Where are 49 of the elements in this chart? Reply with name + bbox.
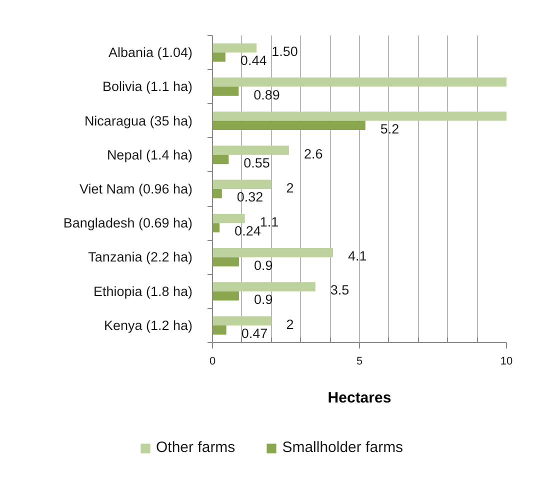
x-tick-label: 5	[356, 356, 363, 368]
bar	[212, 86, 239, 96]
bar	[212, 257, 239, 266]
x-tick-label: 10	[500, 356, 513, 368]
data-label: 0.89	[254, 87, 280, 102]
data-label: 0.9	[254, 258, 273, 273]
bar	[212, 282, 316, 292]
bar	[212, 154, 229, 164]
bar	[212, 223, 220, 232]
y-tick-label: Nepal (1.4 ha)	[106, 147, 193, 162]
bar	[212, 248, 334, 258]
x-tick-label: 0	[209, 356, 216, 368]
legend-label: Other farms	[156, 439, 236, 456]
bar	[212, 77, 506, 87]
bar	[212, 189, 222, 198]
bar	[212, 52, 226, 62]
y-tick-label: Albania (1.04)	[108, 45, 193, 60]
data-label: 0.55	[244, 155, 270, 170]
y-tick-label: Ethiopia (1.8 ha)	[93, 284, 192, 299]
data-label: 0.44	[240, 53, 268, 68]
bar	[212, 325, 226, 335]
bar	[212, 112, 506, 121]
data-label: 5.2	[380, 121, 400, 136]
bar	[212, 43, 257, 53]
data-label: 2	[286, 316, 294, 332]
y-tick-label: Bangladesh (0.69 ha)	[63, 216, 192, 231]
bar	[212, 120, 366, 130]
data-label: 0.24	[234, 224, 262, 239]
data-label: 0.47	[241, 326, 268, 342]
data-label: 1.50	[272, 44, 298, 59]
bar	[212, 291, 239, 301]
data-label: 0.32	[236, 190, 264, 205]
data-label: 0.9	[254, 292, 273, 307]
y-tick-label: Kenya (1.2 ha)	[104, 318, 193, 333]
bar	[212, 316, 272, 326]
bar	[212, 180, 272, 189]
y-tick-label: Viet Nam (0.96 ha)	[79, 182, 193, 196]
data-label: 1.1	[260, 214, 279, 230]
data-label: 3.5	[330, 282, 350, 298]
x-axis-title: Hectares	[328, 390, 392, 406]
bar	[212, 214, 245, 224]
bar	[212, 146, 289, 155]
data-label: 2	[286, 180, 294, 196]
data-label: 2.6	[304, 146, 323, 162]
data-label: 4.1	[348, 248, 367, 264]
y-tick-label: Tanzania (2.2 ha)	[88, 250, 193, 265]
y-tick-label: Bolivia (1.1 ha)	[102, 79, 193, 94]
legend-label: Smallholder farms	[282, 439, 404, 456]
y-tick-label: Nicaragua (35 ha)	[84, 113, 193, 128]
